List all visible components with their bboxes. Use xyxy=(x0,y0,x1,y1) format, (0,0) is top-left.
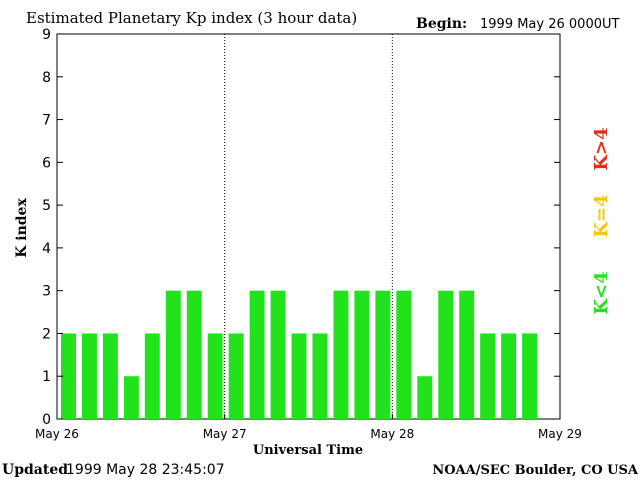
kp-bar xyxy=(81,333,97,419)
bars xyxy=(61,290,538,419)
y-tick-label: 7 xyxy=(42,113,51,129)
begin-label: Begin: xyxy=(416,16,467,32)
y-tick-label: 8 xyxy=(42,70,51,86)
y-tick-label: 3 xyxy=(42,284,51,300)
kp-bar xyxy=(270,290,286,419)
y-tick-label: 5 xyxy=(42,198,51,214)
source-credit: NOAA/SEC Boulder, CO USA xyxy=(432,463,639,478)
kp-bar xyxy=(522,333,538,419)
y-tick-label: 2 xyxy=(42,326,51,342)
kp-bar xyxy=(144,333,160,419)
y-tick-label: 6 xyxy=(42,155,51,171)
kp-bar xyxy=(333,290,349,419)
y-axis-label: K index xyxy=(14,198,30,258)
kp-bar xyxy=(417,376,433,419)
kp-bar xyxy=(186,290,202,419)
kp-bar xyxy=(207,333,223,419)
chart-title: Estimated Planetary Kp index (3 hour dat… xyxy=(26,9,357,27)
kp-bar xyxy=(291,333,307,419)
kp-bar xyxy=(459,290,475,419)
kp-bar xyxy=(438,290,454,419)
legend-item-k-greater-4: K>4 xyxy=(591,127,612,170)
day-dividers xyxy=(224,34,393,419)
begin-value: 1999 May 26 0000UT xyxy=(480,17,619,32)
updated-label: Updated xyxy=(2,462,68,478)
kp-bar xyxy=(61,333,76,419)
y-tick-label: 1 xyxy=(42,369,51,385)
kp-bar xyxy=(501,333,517,419)
x-axis-ticks: May 26 May 27 May 28 May 29 xyxy=(35,414,582,441)
legend: K<4 K=4 K>4 xyxy=(591,127,612,314)
plot-frame xyxy=(56,33,561,420)
kp-bar xyxy=(312,333,328,419)
x-tick-label: May 29 xyxy=(538,427,582,441)
kp-bar xyxy=(480,333,496,419)
y-tick-label: 9 xyxy=(42,27,51,43)
kp-bar xyxy=(375,290,391,419)
x-axis-label: Universal Time xyxy=(253,443,363,458)
x-tick-label: May 27 xyxy=(203,427,247,441)
kp-bar xyxy=(123,376,139,419)
y-axis-ticks: 0 1 2 3 4 5 6 7 8 9 xyxy=(42,27,560,428)
x-tick-label: May 28 xyxy=(370,427,414,441)
kp-bar xyxy=(165,290,181,419)
legend-item-k-equal-4: K=4 xyxy=(591,194,612,237)
kp-bar xyxy=(228,333,244,419)
y-tick-label: 0 xyxy=(42,412,51,428)
kp-bar xyxy=(396,290,412,419)
legend-item-k-less-4: K<4 xyxy=(591,271,612,314)
kp-bar xyxy=(102,333,118,419)
updated-value: 1999 May 28 23:45:07 xyxy=(66,462,225,478)
kp-bar xyxy=(354,290,370,419)
kp-bar xyxy=(249,290,265,419)
x-tick-label: May 26 xyxy=(35,427,79,441)
y-tick-label: 4 xyxy=(42,241,51,257)
